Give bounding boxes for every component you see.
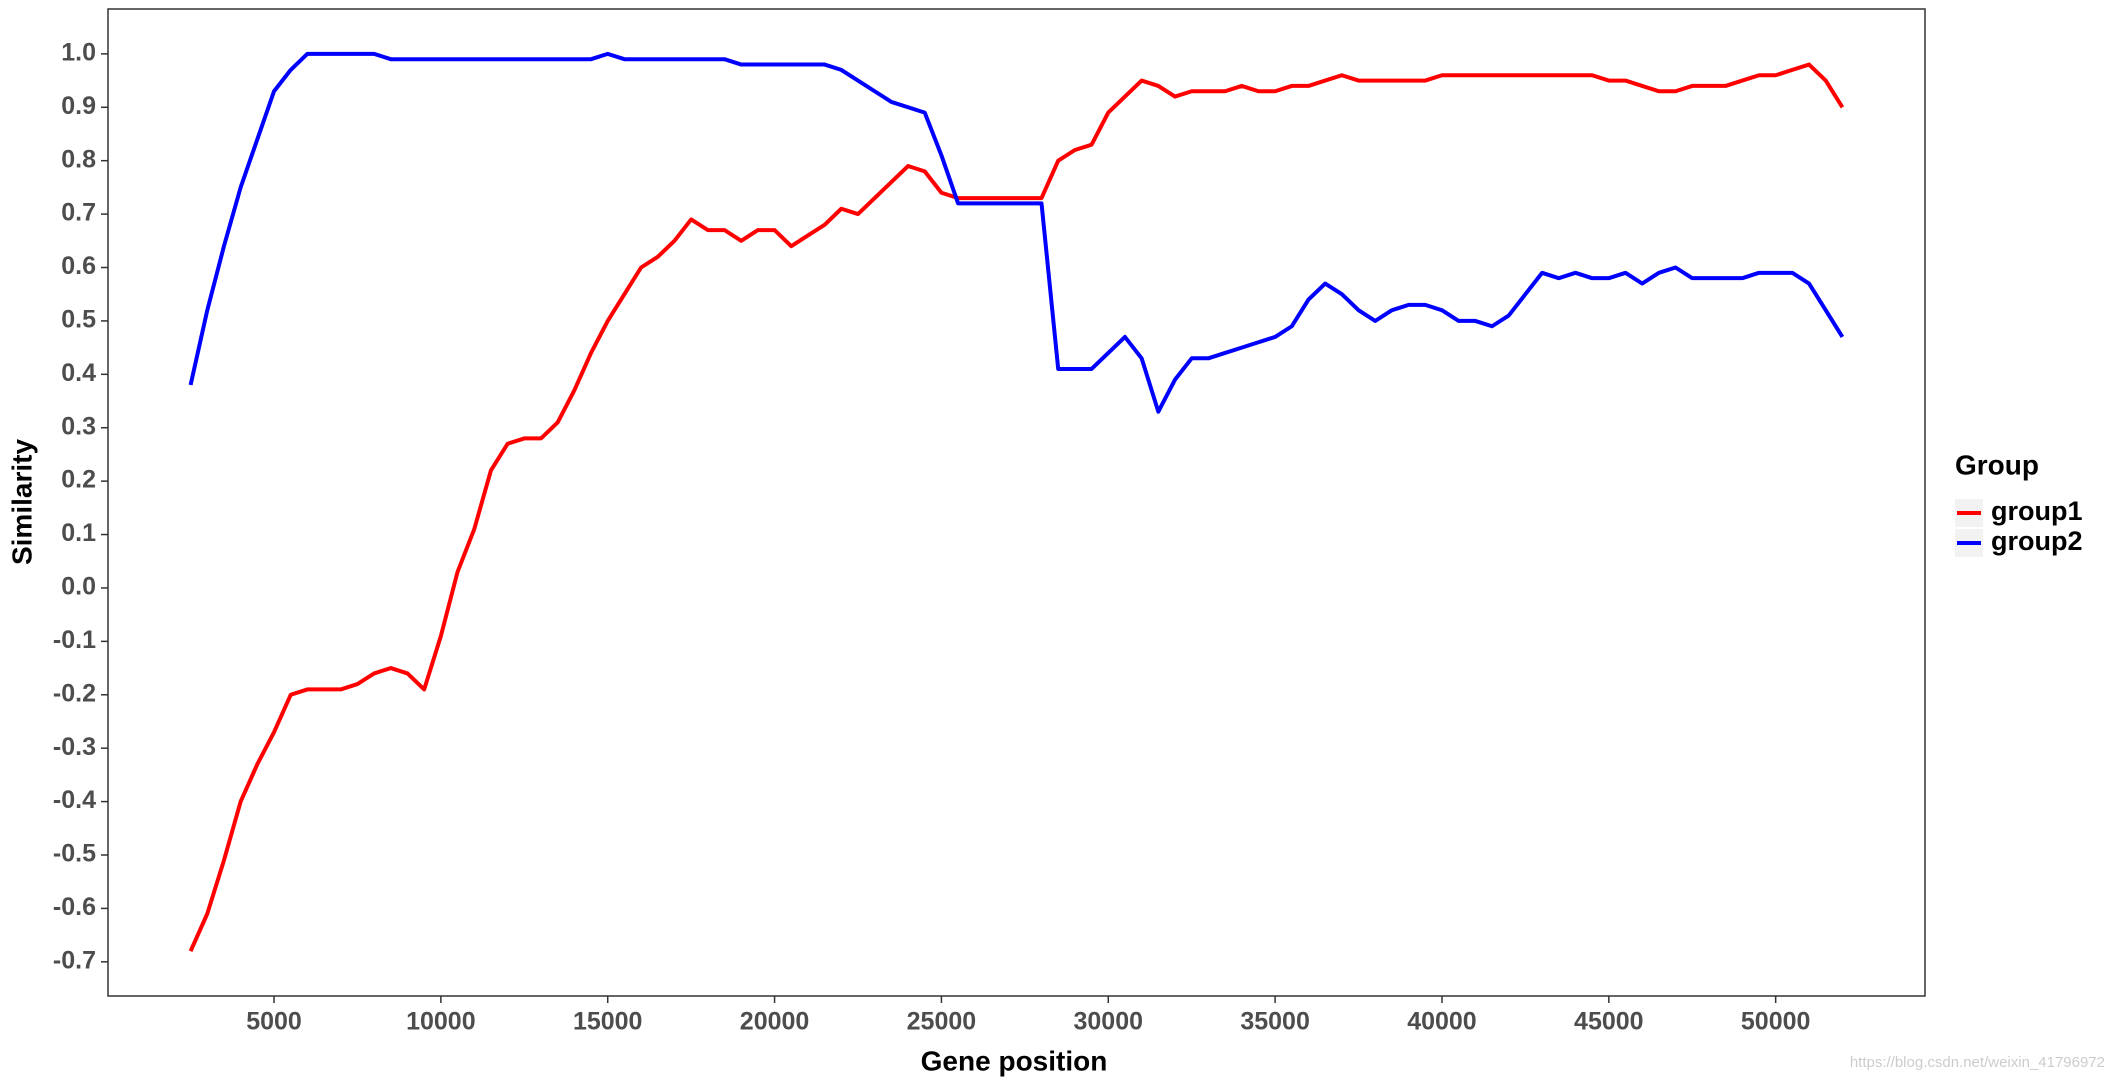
y-tick-label: -0.7 [53, 946, 96, 974]
legend-label: group1 [1991, 496, 2083, 526]
y-tick-label: -0.2 [53, 679, 96, 707]
y-tick-label: 0.1 [61, 519, 96, 547]
x-tick-label: 15000 [573, 1008, 643, 1036]
legend-title: Group [1955, 449, 2039, 480]
x-tick-label: 20000 [740, 1008, 810, 1036]
series-line [188, 62, 1845, 952]
y-tick-label: 1.0 [61, 38, 96, 66]
y-tick-label: -0.3 [53, 733, 96, 761]
x-tick-label: 40000 [1407, 1008, 1477, 1036]
y-tick-label: -0.1 [53, 626, 96, 654]
y-tick-label: 0.9 [61, 92, 96, 120]
x-tick-label: 10000 [406, 1008, 476, 1036]
y-axis-label: Similarity [6, 439, 37, 565]
y-tick-label: 0.4 [61, 359, 96, 387]
x-tick-label: 30000 [1074, 1008, 1144, 1036]
x-tick-label: 50000 [1741, 1008, 1811, 1036]
y-tick-label: 0.8 [61, 145, 96, 173]
y-tick-label: -0.6 [53, 893, 96, 921]
x-tick-label: 35000 [1240, 1008, 1310, 1036]
y-tick-label: 0.2 [61, 466, 96, 494]
y-tick-label: 0.3 [61, 412, 96, 440]
y-tick-label: 0.5 [61, 306, 96, 334]
x-tick-label: 5000 [246, 1008, 302, 1036]
legend-label: group2 [1991, 526, 2083, 556]
y-tick-label: 0.6 [61, 252, 96, 280]
y-tick-label: -0.4 [53, 786, 96, 814]
y-tick-label: 0.7 [61, 199, 96, 227]
watermark: https://blog.csdn.net/weixin_41796972 [1850, 1054, 2105, 1071]
x-tick-label: 25000 [907, 1008, 977, 1036]
x-axis-label: Gene position [921, 1045, 1108, 1076]
series-line [188, 51, 1845, 414]
plot-border [107, 8, 1926, 997]
y-tick-label: 0.0 [61, 573, 96, 601]
y-tick-label: -0.5 [53, 840, 96, 868]
x-tick-label: 45000 [1574, 1008, 1644, 1036]
